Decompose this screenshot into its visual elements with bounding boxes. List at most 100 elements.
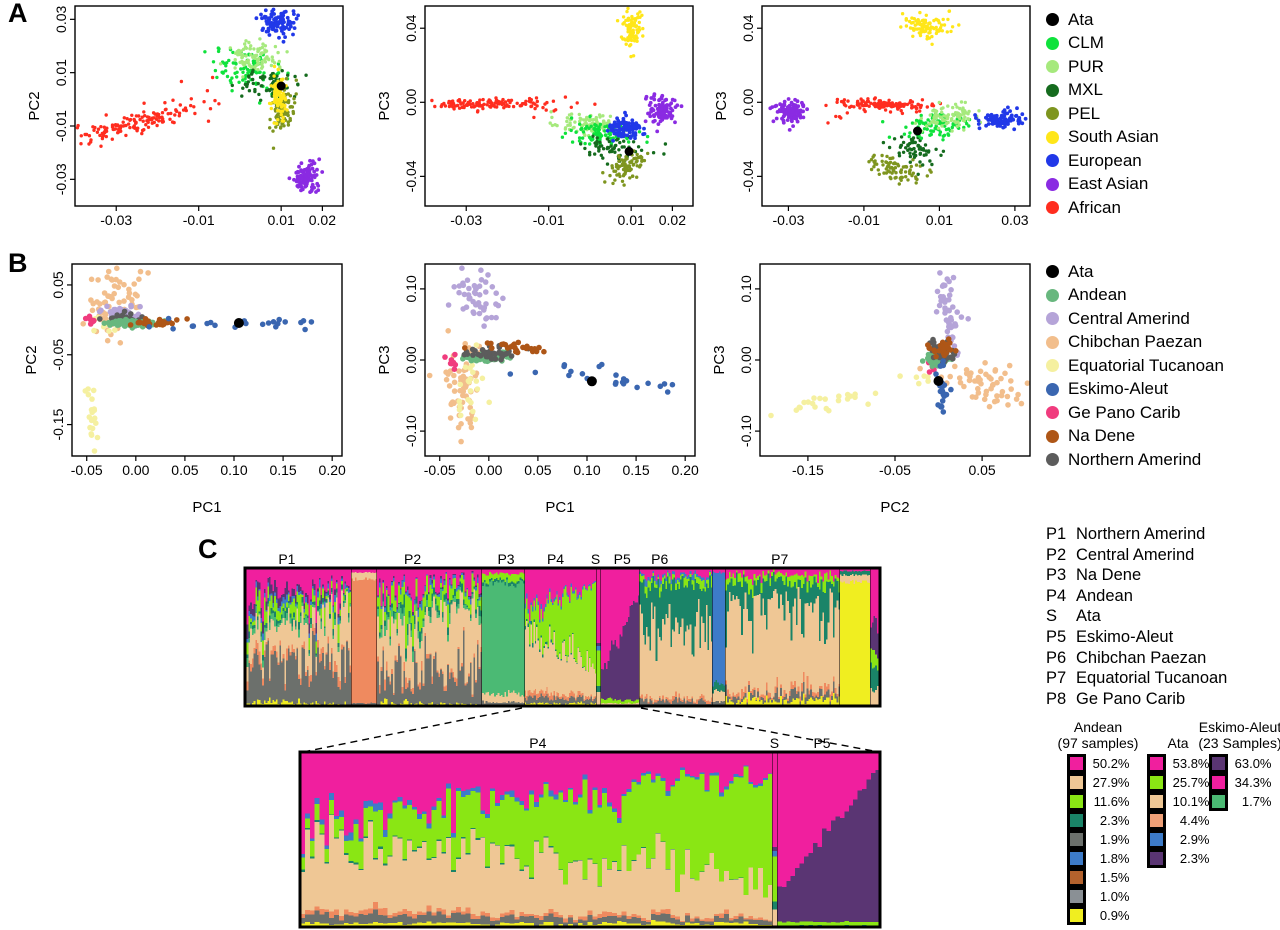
pct-swatch-frame [1066,849,1086,868]
pct-value: 50.2% [1092,756,1130,771]
population-code: P8 [1046,689,1067,708]
pct-color-swatch [1069,909,1083,922]
pct-color-swatch [1069,890,1083,903]
y-tick-label: 0.04 [740,14,756,41]
legend-item: PUR [1046,55,1159,79]
legend-item: East Asian [1046,173,1159,197]
pct-swatch-frame [1066,887,1086,906]
legend-color-dot [1046,359,1059,373]
legend-color-dot [1046,453,1059,467]
y-tick-label: 0.03 [53,5,69,32]
admixture-group-label: S [770,735,779,751]
y-tick-label: -0.04 [740,160,756,192]
pct-legend-row: 10.1% [1146,792,1210,811]
x-tick-label: -0.01 [848,212,880,228]
pct-value: 27.9% [1092,775,1130,790]
pct-legend-row: 27.9% [1066,773,1130,792]
pct-legend-rows: 53.8% 25.7% 10.1% 4.4% 2.9% 2.3% [1146,754,1210,868]
population-name: Na Dene [1076,566,1142,585]
x-tick-label: -0.03 [450,212,482,228]
x-tick-label: -0.01 [183,212,215,228]
population-code: P7 [1046,669,1067,688]
legend-item: African [1046,196,1159,220]
plot-frame [759,263,1031,457]
legend-item-label: MXL [1068,80,1103,100]
pct-legend-eskimo: Eskimo-Aleut (23 Samples) 63.0% 34.3% 1.7% [1198,719,1280,813]
y-tick-label: 0.01 [53,59,69,86]
admixture-plot-main: P1 P2 P3 P4 S P5 P6 P7 [243,551,882,708]
pct-value: 1.0% [1099,889,1130,904]
population-code: P4 [1046,586,1067,605]
legend-color-dot [1046,107,1059,121]
structure-legend-line: S Ata [1046,606,1227,627]
pct-swatch-frame [1066,830,1086,849]
legend-item: European [1046,149,1159,173]
panel-a-label: A [8,0,28,28]
x-tick-label: 0.03 [1001,212,1028,228]
plot-frame [74,5,344,207]
admixture-group-label: P6 [651,551,668,567]
legend-color-dot [1046,335,1059,349]
y-tick-label: -0.10 [738,415,754,447]
pct-color-swatch [1149,757,1163,770]
population-name: Northern Amerind [1076,525,1206,543]
pct-legend-row: 25.7% [1146,773,1210,792]
x-tick-label: -0.03 [772,212,804,228]
pct-swatch-frame [1066,773,1086,792]
y-axis-title: PC3 [376,345,393,374]
pct-value: 10.1% [1172,794,1210,809]
pct-legend-row: 53.8% [1146,754,1210,773]
y-tick-label: 0.10 [403,275,419,302]
legend-item: Central Amerind [1046,307,1224,331]
x-tick-label: 0.10 [220,462,247,478]
y-axis-title: PC3 [713,91,730,120]
legend-color-dot [1046,83,1059,97]
population-code: P3 [1046,566,1067,585]
pct-value: 34.3% [1234,775,1272,790]
plot-frame [424,5,694,207]
legend-color-dot [1046,312,1059,326]
legend-color-dot [1046,201,1059,215]
y-tick-label: -0.15 [50,408,66,440]
plot-frame [761,5,1031,207]
pct-legend-row: 0.9% [1066,906,1130,925]
pct-value: 2.3% [1179,851,1210,866]
structure-legend-line: P1 Northern Amerind [1046,524,1227,545]
population-name: Ata [1076,607,1101,626]
legend-item: Ata [1046,260,1224,284]
pct-legend-row: 1.0% [1066,887,1130,906]
x-tick-label: 0.00 [122,462,149,478]
pct-swatch-frame [1146,811,1166,830]
x-tick-label: 0.02 [309,212,336,228]
legend-item-label: Northern Amerind [1068,449,1202,469]
pct-swatch-frame [1208,754,1228,773]
population-name: Central Amerind [1076,545,1195,564]
pct-color-swatch [1149,795,1163,808]
x-tick-label: 0.15 [269,462,296,478]
x-tick-label: 0.05 [968,462,995,478]
population-name: Chibchan Paezan [1076,648,1207,667]
pct-legend-row: 1.9% [1066,830,1130,849]
x-tick-label: -0.05 [424,462,456,478]
y-tick-label: 0.00 [403,88,419,115]
y-tick-label: 0.00 [740,88,756,115]
legend-color-dot [1046,13,1059,27]
y-tick-label: 0.00 [403,346,419,373]
pct-legend-ata: Ata 53.8% 25.7% 10.1% 4.4% 2.9% 2.3% [1146,719,1210,870]
pct-legend-row: 1.5% [1066,868,1130,887]
x-tick-label: 0.01 [268,212,295,228]
structure-legend-line: P4 Andean [1046,586,1227,607]
legend-panel-c: P1 Northern Amerind P2 Central Amerind P3 Na … [1046,524,1227,709]
pct-legend-row: 34.3% [1208,773,1272,792]
legend-item-label: Eskimo-Aleut [1068,379,1169,399]
pct-color-swatch [1069,852,1083,865]
legend-item-label: Central Amerind [1068,308,1190,328]
pct-value: 2.9% [1179,832,1210,847]
pct-color-swatch [1149,776,1163,789]
population-name: Eskimo-Aleut [1076,627,1174,646]
x-tick-label: -0.01 [533,212,565,228]
pct-color-swatch [1211,757,1225,770]
admixture-group-label: P5 [813,735,830,751]
x-axis-title: PC2 [880,499,909,516]
